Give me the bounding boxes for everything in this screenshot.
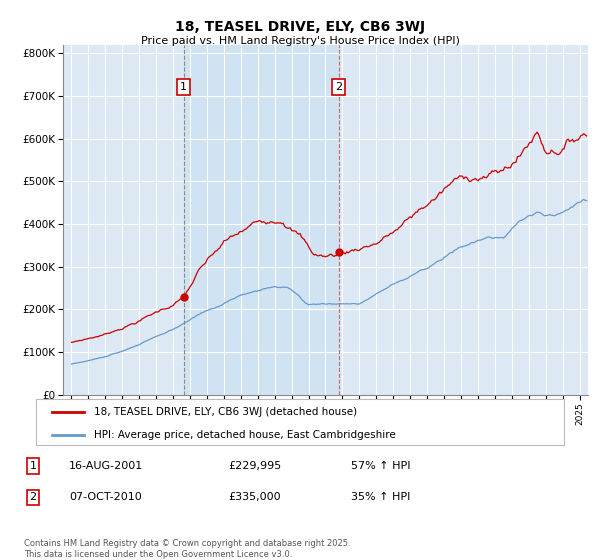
Text: £229,995: £229,995 bbox=[228, 461, 281, 471]
Text: 1: 1 bbox=[29, 461, 37, 471]
Text: HPI: Average price, detached house, East Cambridgeshire: HPI: Average price, detached house, East… bbox=[94, 430, 396, 440]
Text: 2: 2 bbox=[335, 82, 342, 92]
Text: 16-AUG-2001: 16-AUG-2001 bbox=[69, 461, 143, 471]
Text: 2: 2 bbox=[29, 492, 37, 502]
Text: Contains HM Land Registry data © Crown copyright and database right 2025.
This d: Contains HM Land Registry data © Crown c… bbox=[24, 539, 350, 559]
Text: 18, TEASEL DRIVE, ELY, CB6 3WJ (detached house): 18, TEASEL DRIVE, ELY, CB6 3WJ (detached… bbox=[94, 407, 357, 417]
Bar bbox=[184, 45, 338, 395]
Text: 1: 1 bbox=[180, 82, 187, 92]
Text: 18, TEASEL DRIVE, ELY, CB6 3WJ: 18, TEASEL DRIVE, ELY, CB6 3WJ bbox=[175, 20, 425, 34]
Text: 07-OCT-2010: 07-OCT-2010 bbox=[69, 492, 142, 502]
Text: Price paid vs. HM Land Registry's House Price Index (HPI): Price paid vs. HM Land Registry's House … bbox=[140, 36, 460, 46]
Text: 35% ↑ HPI: 35% ↑ HPI bbox=[351, 492, 410, 502]
Text: 57% ↑ HPI: 57% ↑ HPI bbox=[351, 461, 410, 471]
Text: £335,000: £335,000 bbox=[228, 492, 281, 502]
